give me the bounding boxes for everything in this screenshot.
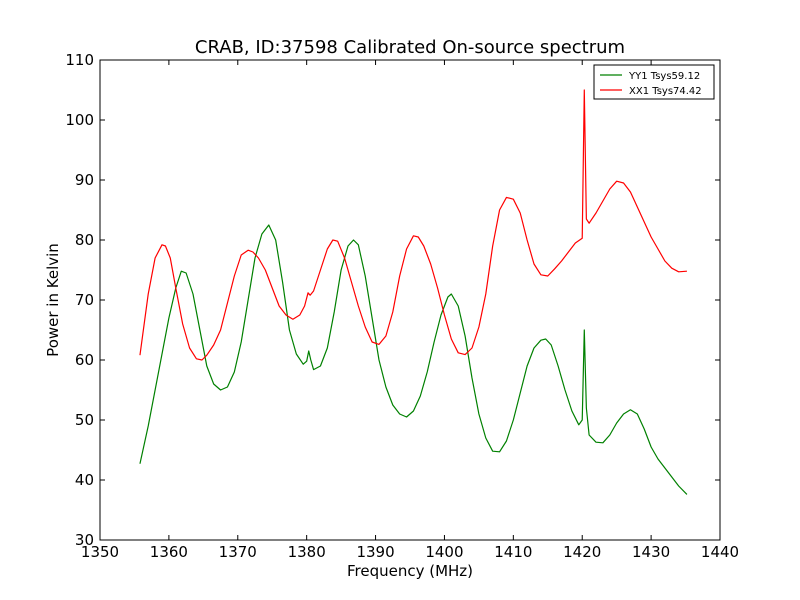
x-tick-label: 1370 bbox=[219, 543, 257, 561]
x-tick-label: 1410 bbox=[494, 543, 532, 561]
plot-background bbox=[100, 60, 720, 540]
x-tick-label: 1400 bbox=[425, 543, 463, 561]
chart-title: CRAB, ID:37598 Calibrated On-source spec… bbox=[195, 37, 625, 58]
legend-label-1: XX1 Tsys74.42 bbox=[629, 86, 702, 97]
x-tick-label: 1420 bbox=[563, 543, 601, 561]
tick-layer: 1350 1360 1370 1380 1390 1400 1410 1420 1430 1440… bbox=[65, 51, 739, 561]
y-axis-label: Power in Kelvin bbox=[44, 243, 62, 357]
series-line-0 bbox=[139, 224, 688, 495]
y-tick-label: 70 bbox=[75, 291, 94, 309]
legend-entries: YY1 Tsys59.12 XX1 Tsys74.42 bbox=[600, 71, 702, 97]
x-axis-label: Frequency (MHz) bbox=[347, 562, 473, 580]
y-tick-label: 40 bbox=[75, 471, 94, 489]
y-tick-label: 100 bbox=[65, 111, 94, 129]
y-tick-label: 60 bbox=[75, 351, 94, 369]
x-tick-label: 1430 bbox=[632, 543, 670, 561]
series-layer bbox=[139, 89, 688, 495]
y-tick-label: 90 bbox=[75, 171, 94, 189]
y-tick-label: 80 bbox=[75, 231, 94, 249]
y-tick-label: 50 bbox=[75, 411, 94, 429]
x-tick-label: 1350 bbox=[81, 543, 119, 561]
y-tick-label: 110 bbox=[65, 51, 94, 69]
x-tick-label: 1380 bbox=[288, 543, 326, 561]
series-line-1 bbox=[139, 89, 687, 361]
legend-label-0: YY1 Tsys59.12 bbox=[628, 71, 700, 82]
x-tick-label: 1390 bbox=[356, 543, 394, 561]
legend-box bbox=[593, 64, 715, 100]
y-tick-label: 30 bbox=[75, 531, 94, 549]
x-tick-label: 1440 bbox=[701, 543, 739, 561]
plot-area: 1350 1360 1370 1380 1390 1400 1410 1420 1430 1440… bbox=[65, 51, 739, 561]
legend: YY1 Tsys59.12 XX1 Tsys74.42 bbox=[593, 64, 715, 100]
x-tick-label: 1360 bbox=[150, 543, 188, 561]
